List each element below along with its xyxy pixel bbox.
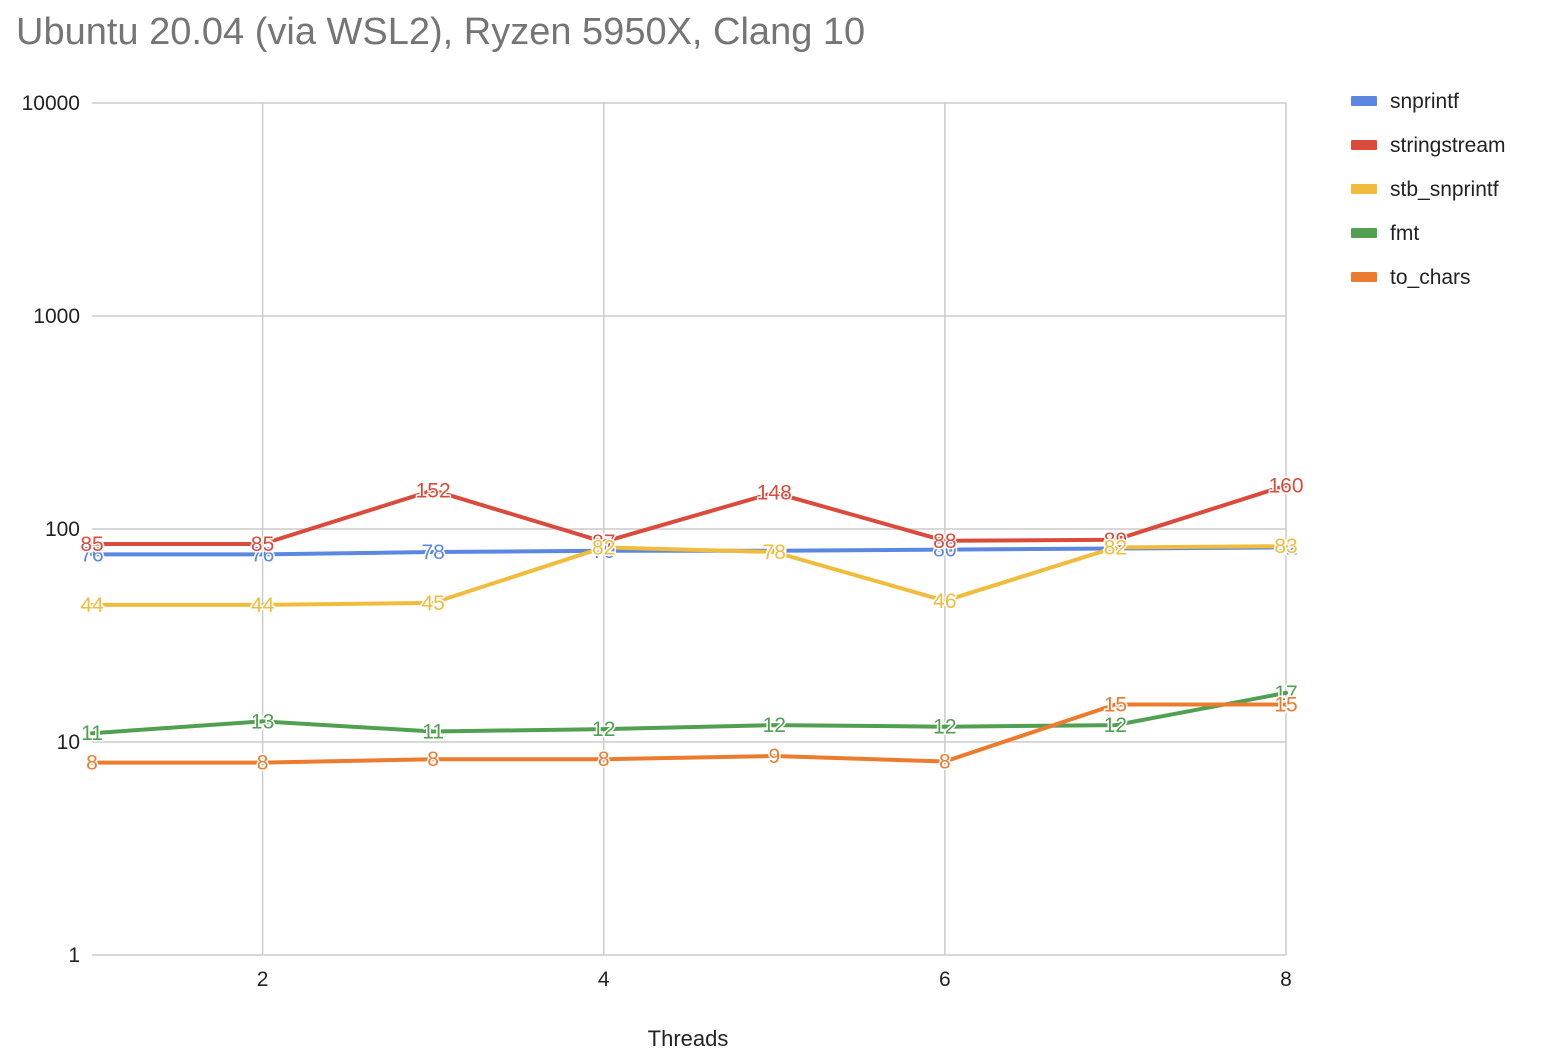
data-label: 148 [757, 482, 792, 505]
data-label: 160 [1268, 475, 1303, 498]
series-line-stringstream [90, 483, 1288, 546]
data-label: 15 [1274, 693, 1297, 716]
data-label: 11 [81, 722, 103, 745]
series-line-to-chars [90, 702, 1288, 765]
data-label: 44 [80, 594, 104, 617]
legend-swatch [1351, 96, 1377, 106]
data-label: 78 [763, 541, 786, 564]
gridlines [92, 102, 1287, 956]
data-label: 8 [86, 752, 98, 775]
data-label: 85 [80, 533, 103, 556]
series-line-stb-snprintf [90, 544, 1288, 607]
data-label: 82 [1104, 536, 1127, 559]
chart-title: Ubuntu 20.04 (via WSL2), Ryzen 5950X, Cl… [16, 11, 865, 53]
y-tick-label: 1 [68, 944, 80, 967]
data-label: 13 [251, 710, 274, 733]
data-label: 44 [251, 594, 275, 617]
data-label: 15 [1104, 693, 1127, 716]
data-label: 9 [768, 745, 780, 768]
legend-label: snprintf [1390, 90, 1459, 113]
data-label: 8 [257, 752, 269, 775]
x-axis-title: Threads [648, 1026, 729, 1051]
data-label: 82 [592, 536, 615, 559]
data-label: 8 [939, 750, 951, 773]
data-label: 8 [427, 748, 439, 771]
x-tick-label: 4 [598, 968, 610, 991]
data-label: 89 [1104, 529, 1127, 552]
x-tick-label: 2 [257, 968, 269, 991]
data-label: 79 [763, 540, 786, 563]
legend-swatch [1351, 272, 1377, 282]
x-tick-label: 6 [939, 968, 951, 991]
legend-swatch [1351, 228, 1377, 238]
data-label: 152 [416, 479, 451, 502]
y-tick-label: 10 [57, 731, 80, 754]
data-label: 82 [1274, 536, 1297, 559]
data-label: 81 [1104, 537, 1127, 560]
y-axis-ticks: 1 10 100 1000 10000 [22, 92, 80, 967]
data-label: 76 [80, 543, 103, 566]
y-tick-label: 100 [45, 518, 80, 541]
x-tick-label: 8 [1280, 968, 1292, 991]
data-label: 85 [251, 533, 274, 556]
data-label: 12 [763, 714, 786, 737]
data-label: 12 [592, 718, 615, 741]
data-label: 80 [933, 539, 956, 562]
data-label: 17 [1274, 682, 1297, 705]
data-label: 8 [598, 748, 610, 771]
legend-label: to_chars [1390, 266, 1471, 289]
data-label: 87 [592, 531, 615, 554]
series-lines [90, 483, 1288, 765]
legend-label: fmt [1390, 222, 1419, 245]
x-axis-ticks: 2 4 6 8 [257, 968, 1292, 991]
data-label: 46 [933, 590, 956, 613]
y-tick-label: 1000 [33, 305, 80, 328]
y-tick-label: 10000 [22, 92, 80, 115]
data-label: 12 [933, 716, 956, 739]
legend-label: stringstream [1390, 134, 1506, 157]
data-label: 83 [1274, 535, 1297, 558]
legend-label: stb_snprintf [1390, 178, 1499, 201]
data-label: 12 [1104, 714, 1127, 737]
legend-swatch [1351, 140, 1377, 150]
data-label: 88 [933, 530, 956, 553]
data-label: 11 [422, 721, 444, 744]
data-label: 76 [251, 543, 274, 566]
data-label: 45 [421, 592, 444, 615]
data-label: 78 [421, 541, 444, 564]
legend-swatch [1351, 184, 1377, 194]
series-line-fmt [90, 690, 1288, 736]
data-label: 79 [592, 540, 615, 563]
